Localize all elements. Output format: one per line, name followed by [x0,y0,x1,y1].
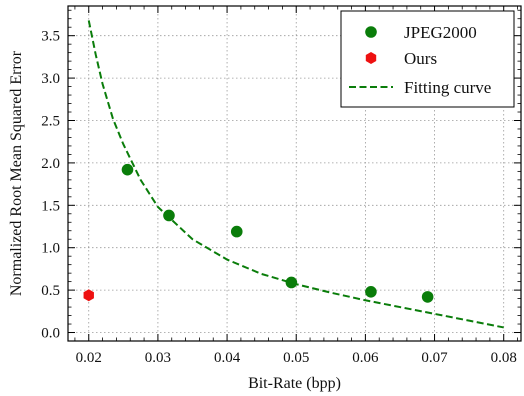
y-tick-label: 2.5 [41,113,60,129]
x-tick-labels: 0.02 0.03 0.04 0.05 0.06 0.07 0.08 [76,350,517,366]
data-points [83,163,434,303]
x-tick-label: 0.02 [76,350,102,366]
jpeg2000-point [230,225,243,238]
legend-swatch-ours [365,52,377,64]
jpeg2000-point [121,163,134,176]
y-axis-label: Normalized Root Mean Squared Error [8,50,25,296]
x-tick-label: 0.05 [283,350,309,366]
x-tick-label: 0.04 [214,350,241,366]
legend-label-fitting-curve: Fitting curve [404,78,491,97]
jpeg2000-point [421,291,434,303]
y-tick-label: 0.0 [41,326,60,342]
legend-swatch-jpeg2000 [365,26,377,38]
jpeg2000-point [285,276,298,289]
y-tick-labels: 0.0 0.5 1.0 1.5 2.0 2.5 3.0 3.5 [41,29,60,342]
fitting-curve-layer [87,20,504,329]
fitting-curve-line [87,20,504,329]
jpeg2000-point [365,286,377,298]
y-tick-label: 2.0 [41,156,60,172]
x-tick-label: 0.03 [145,350,171,366]
y-tick-label: 0.5 [41,283,60,299]
legend-label-ours: Ours [404,49,437,68]
x-tick-label: 0.06 [352,350,379,366]
x-tick-label: 0.07 [421,350,448,366]
y-tick-label: 3.0 [41,71,60,87]
x-axis-label: Bit-Rate (bpp) [248,375,341,392]
y-tick-label: 1.5 [41,198,60,214]
y-tick-label: 3.5 [41,29,60,45]
plot-frame [67,5,522,342]
ours-point [83,289,94,302]
legend-label-jpeg2000: JPEG2000 [404,23,477,42]
y-tick-label: 1.0 [41,241,60,257]
legend: JPEG2000 Ours Fitting curve [340,10,515,108]
x-tick-label: 0.08 [491,350,517,366]
jpeg2000-point [163,209,175,222]
